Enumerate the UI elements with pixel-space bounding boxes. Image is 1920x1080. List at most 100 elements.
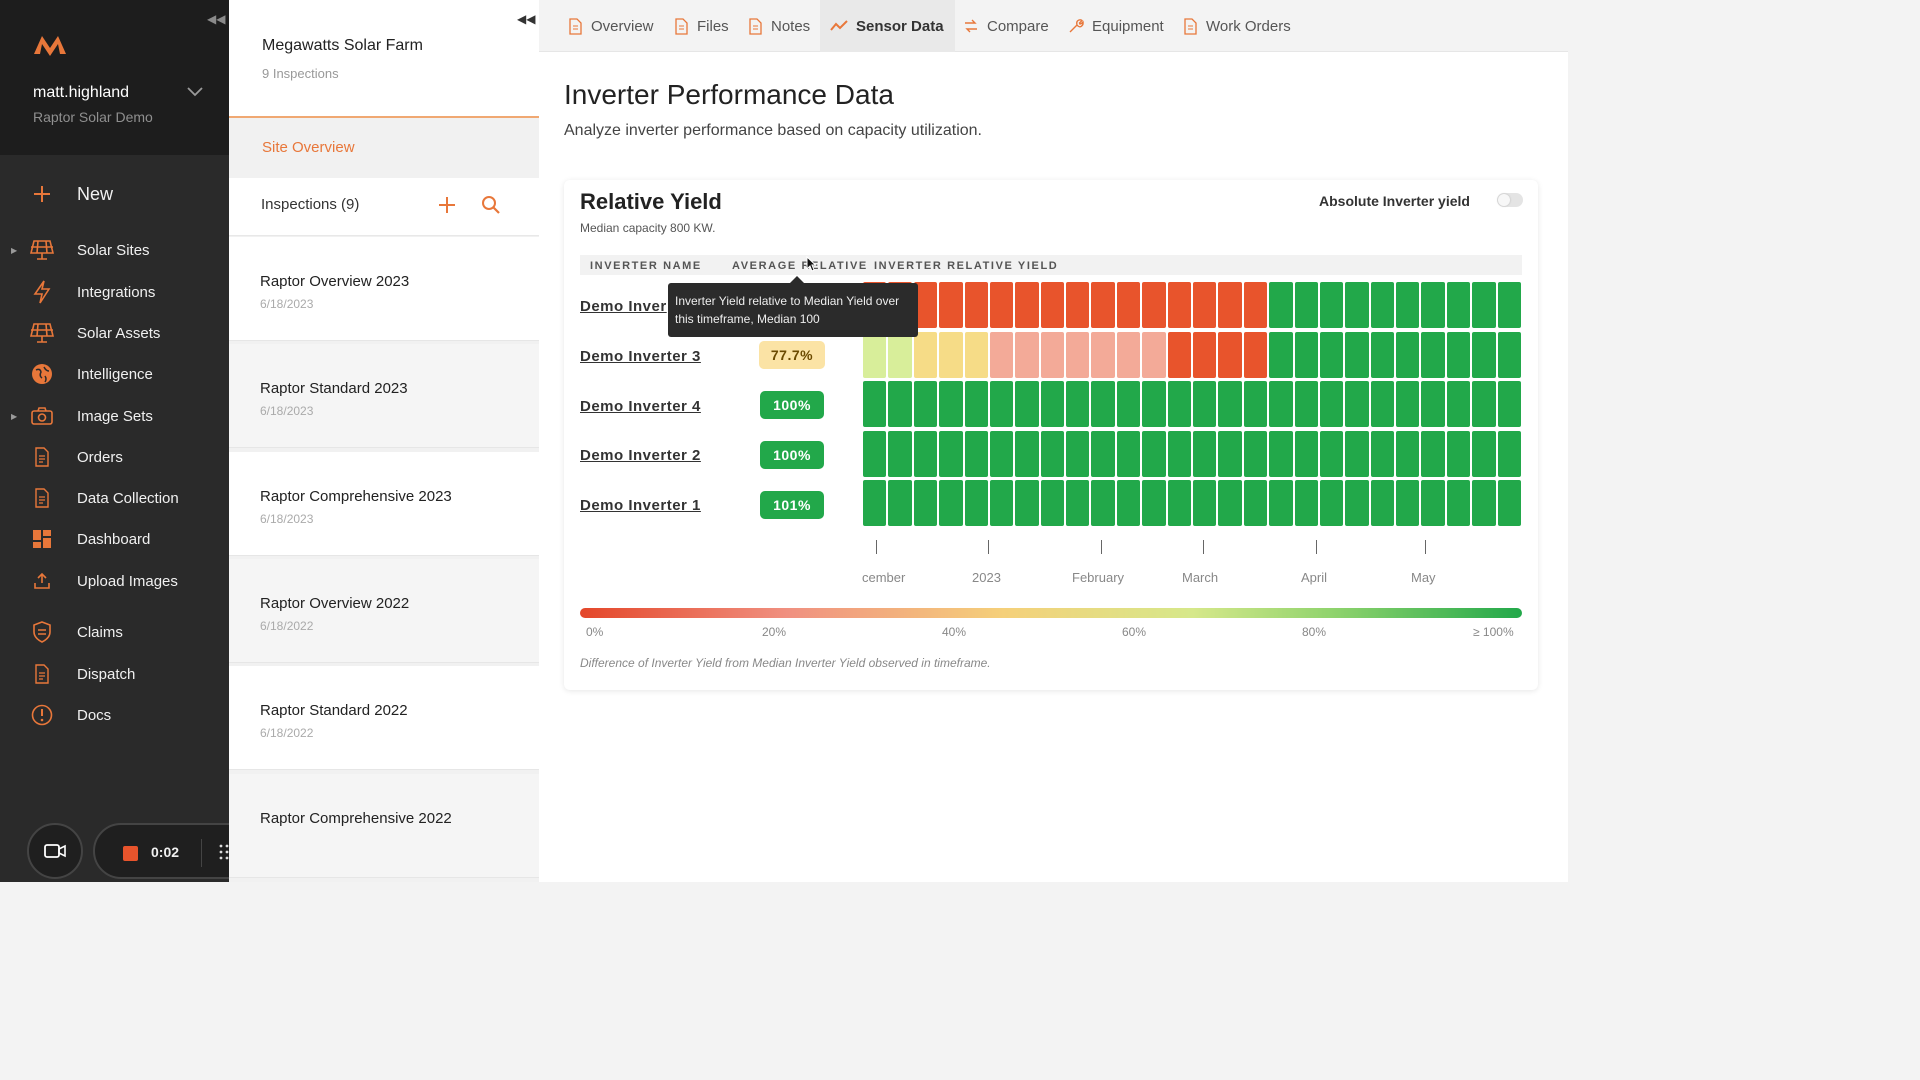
tab-equipment[interactable]: Equipment	[1068, 0, 1164, 52]
heatmap-cell[interactable]	[1040, 430, 1065, 477]
heatmap-cell[interactable]	[1345, 381, 1369, 427]
heatmap-cell[interactable]	[1218, 331, 1242, 378]
sidebar-item-integrations[interactable]: Integrations	[0, 275, 229, 309]
heatmap-cell[interactable]	[1167, 480, 1191, 526]
heatmap-cell[interactable]	[1091, 282, 1115, 328]
heatmap-cell[interactable]	[964, 282, 988, 328]
heatmap-cell[interactable]	[1015, 282, 1039, 328]
heatmap-cell[interactable]	[1193, 430, 1217, 477]
heatmap-cell[interactable]	[1446, 331, 1471, 378]
heatmap-cell[interactable]	[1066, 381, 1090, 427]
heatmap-cell[interactable]	[1269, 331, 1293, 378]
heatmap-cell[interactable]	[939, 480, 963, 526]
inverter-name-link[interactable]: Demo Inverter 4	[580, 398, 701, 415]
heatmap-cell[interactable]	[1294, 282, 1318, 328]
inspection-item[interactable]: Raptor Standard 2022 6/18/2022	[229, 666, 539, 770]
heatmap-cell[interactable]	[1040, 282, 1065, 328]
heatmap-cell[interactable]	[1396, 282, 1420, 328]
sidebar-item-dispatch[interactable]: Dispatch	[0, 657, 229, 691]
heatmap-cell[interactable]	[989, 480, 1014, 526]
heatmap-cell[interactable]	[1294, 480, 1318, 526]
heatmap-cell[interactable]	[939, 331, 963, 378]
heatmap-cell[interactable]	[1218, 282, 1242, 328]
heatmap-cell[interactable]	[1243, 282, 1268, 328]
heatmap-cell[interactable]	[1269, 480, 1293, 526]
heatmap-cell[interactable]	[1218, 480, 1242, 526]
heatmap-cell[interactable]	[1370, 480, 1395, 526]
inspection-item[interactable]: Raptor Overview 2022 6/18/2022	[229, 559, 539, 663]
expand-caret-icon[interactable]: ▶	[11, 411, 18, 421]
heatmap-cell[interactable]	[913, 430, 938, 477]
heatmap-cell[interactable]	[1193, 282, 1217, 328]
heatmap-cell[interactable]	[1091, 480, 1115, 526]
column-header[interactable]: INVERTER NAME	[590, 260, 702, 272]
heatmap-cell[interactable]	[1269, 282, 1293, 328]
sidebar-item-solar-assets[interactable]: Solar Assets	[0, 316, 229, 350]
heatmap-cell[interactable]	[989, 282, 1014, 328]
heatmap-cell[interactable]	[964, 430, 988, 477]
heatmap-cell[interactable]	[1040, 331, 1065, 378]
heatmap-cell[interactable]	[1091, 430, 1115, 477]
add-inspection-icon[interactable]	[437, 195, 457, 215]
heatmap-cell[interactable]	[863, 381, 887, 427]
heatmap-cell[interactable]	[1269, 381, 1293, 427]
heatmap-cell[interactable]	[888, 331, 912, 378]
collapse-panel-icon[interactable]: ◀◀	[517, 12, 536, 26]
heatmap-cell[interactable]	[863, 430, 887, 477]
inverter-name-link[interactable]: Demo Inverter 3	[580, 348, 701, 365]
inspection-item[interactable]: Raptor Comprehensive 2023 6/18/2023	[229, 452, 539, 556]
heatmap-cell[interactable]	[1472, 282, 1496, 328]
heatmap-cell[interactable]	[1243, 480, 1268, 526]
tab-notes[interactable]: Notes	[749, 0, 810, 52]
heatmap-cell[interactable]	[1396, 331, 1420, 378]
heatmap-cell[interactable]	[1116, 430, 1141, 477]
heatmap-cell[interactable]	[888, 430, 912, 477]
sidebar-item-docs[interactable]: Docs	[0, 698, 229, 732]
heatmap-cell[interactable]	[863, 331, 887, 378]
heatmap-cell[interactable]	[1294, 430, 1318, 477]
heatmap-cell[interactable]	[1421, 282, 1445, 328]
heatmap-cell[interactable]	[1015, 480, 1039, 526]
inverter-name-link[interactable]: Demo Inverter 1	[580, 497, 701, 514]
heatmap-cell[interactable]	[1294, 381, 1318, 427]
heatmap-cell[interactable]	[1015, 430, 1039, 477]
heatmap-cell[interactable]	[1497, 430, 1521, 477]
heatmap-cell[interactable]	[939, 282, 963, 328]
heatmap-cell[interactable]	[1218, 430, 1242, 477]
heatmap-cell[interactable]	[1167, 282, 1191, 328]
heatmap-cell[interactable]	[1446, 381, 1471, 427]
column-header[interactable]: AVERAGE RELATIVE	[732, 260, 868, 272]
heatmap-cell[interactable]	[1142, 331, 1166, 378]
tab-overview[interactable]: Overview	[569, 0, 654, 52]
heatmap-cell[interactable]	[1497, 331, 1521, 378]
heatmap-cell[interactable]	[1396, 430, 1420, 477]
heatmap-cell[interactable]	[1116, 480, 1141, 526]
heatmap-cell[interactable]	[989, 331, 1014, 378]
heatmap-cell[interactable]	[1091, 331, 1115, 378]
sidebar-item-dashboard[interactable]: Dashboard	[0, 522, 229, 556]
sidebar-item-intelligence[interactable]: Intelligence	[0, 357, 229, 391]
heatmap-cell[interactable]	[1243, 381, 1268, 427]
heatmap-cell[interactable]	[1142, 480, 1166, 526]
sidebar-item-claims[interactable]: Claims	[0, 615, 229, 649]
heatmap-cell[interactable]	[1243, 331, 1268, 378]
heatmap-cell[interactable]	[1472, 331, 1496, 378]
inverter-name-link[interactable]: Demo Inverter 2	[580, 447, 701, 464]
heatmap-cell[interactable]	[1066, 282, 1090, 328]
heatmap-cell[interactable]	[1345, 430, 1369, 477]
heatmap-cell[interactable]	[939, 381, 963, 427]
heatmap-cell[interactable]	[1167, 331, 1191, 378]
heatmap-cell[interactable]	[964, 480, 988, 526]
heatmap-cell[interactable]	[1040, 480, 1065, 526]
heatmap-cell[interactable]	[1319, 282, 1344, 328]
heatmap-cell[interactable]	[1167, 381, 1191, 427]
heatmap-cell[interactable]	[1319, 331, 1344, 378]
heatmap-cell[interactable]	[913, 282, 938, 328]
inverter-name-link[interactable]: Demo Inver	[580, 298, 667, 315]
heatmap-cell[interactable]	[939, 430, 963, 477]
heatmap-cell[interactable]	[1015, 381, 1039, 427]
tab-files[interactable]: Files	[675, 0, 729, 52]
inspection-item[interactable]: Raptor Standard 2023 6/18/2023	[229, 344, 539, 448]
heatmap-cell[interactable]	[1345, 282, 1369, 328]
site-overview-link[interactable]: Site Overview	[262, 139, 355, 156]
